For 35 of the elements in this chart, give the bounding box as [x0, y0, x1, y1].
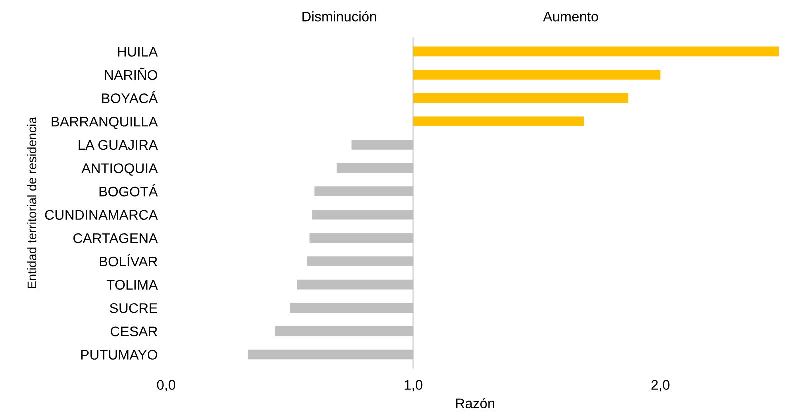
- y-tick-label: BARRANQUILLA: [52, 116, 158, 130]
- bar: [414, 116, 584, 127]
- bar: [414, 93, 629, 104]
- bar: [312, 210, 414, 220]
- y-tick-label: ANTIOQUIA: [82, 164, 158, 176]
- y-tick-label: CARTAGENA: [74, 234, 158, 244]
- y-tick-label: PUTUMAYO: [82, 350, 158, 360]
- y-tick-label: NARIÑO: [105, 68, 158, 80]
- bar: [307, 256, 414, 266]
- text: Aumento: [543, 12, 598, 22]
- y-tick-label: SUCRE: [110, 303, 158, 314]
- y-tick-label: CESAR: [110, 326, 158, 337]
- bar: [414, 46, 780, 57]
- bar: [414, 70, 661, 80]
- y-tick-label: BOLÍVAR: [100, 254, 158, 267]
- y-tick-label: BOGOTÁ: [100, 184, 158, 197]
- y-tick-label: LA GUAJIRA: [78, 140, 158, 150]
- y-tick-label: BOYACÁ: [102, 91, 158, 104]
- bar: [310, 233, 414, 244]
- y-tick-label: TOLIMA: [106, 280, 158, 290]
- text: Disminución: [302, 11, 376, 22]
- x-tick-label: 2,0: [652, 380, 670, 392]
- bar: [314, 186, 414, 196]
- y-axis-title: Entidad territorial de residencia: [27, 117, 37, 288]
- bar: [290, 303, 414, 314]
- bar: [336, 163, 414, 174]
- x-axis-title: Razón: [456, 398, 494, 409]
- y-tick-label: CUNDINAMARCA: [45, 210, 158, 220]
- bar: [248, 350, 414, 360]
- bar: [297, 280, 414, 290]
- bar: [275, 326, 414, 336]
- x-tick-label: 1,0: [404, 380, 423, 392]
- y-tick-label: HUILA: [118, 47, 158, 57]
- x-tick-label: 0,0: [157, 380, 176, 392]
- bar: [352, 140, 414, 150]
